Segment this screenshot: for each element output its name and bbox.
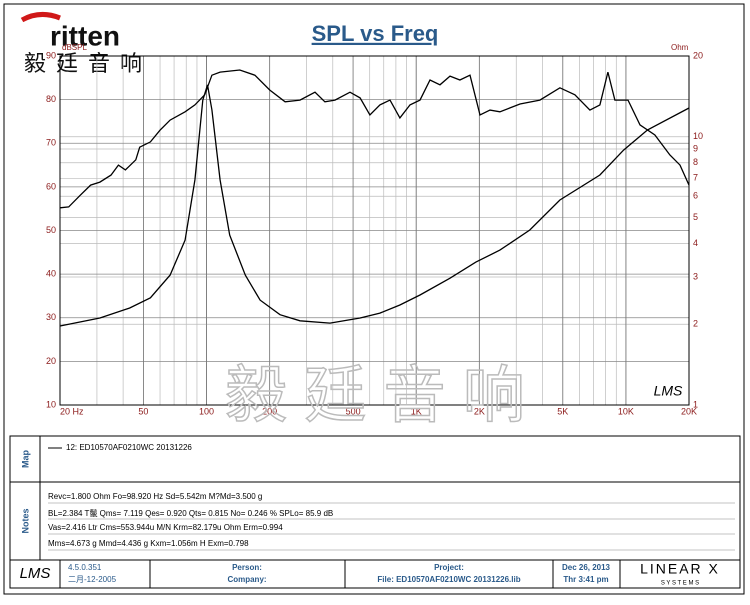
logo-chinese: 毅廷音响 [24,51,152,76]
x-tick-label: 100 [199,406,214,416]
footer: LMS 4.5.0.351 二月-12-2005 Person: Company… [20,560,720,588]
time: Thr 3:41 pm [563,575,608,584]
y2-tick-label: 3 [693,271,698,281]
page-frame [3,3,745,595]
brand-sub: S Y S T E M S [661,581,699,587]
notes-lines: Revc=1.800 Ohm Fo=98.920 Hz Sd=5.542m M?… [48,492,735,551]
x-tick-label: 500 [346,406,361,416]
y-tick-label: 70 [46,138,56,148]
y2-tick-label: 8 [693,157,698,167]
legend-entry: 12: ED10570AF0210WC 20131226 [66,443,192,452]
y-tick-label: 20 [46,356,56,366]
y-tick-label: 60 [46,181,56,191]
logo-swoosh [20,12,61,23]
logo-brand: ritten [50,20,120,51]
x-tick-label: 1K [411,406,422,416]
x-tick-label: 50 [138,406,148,416]
brand: LINEAR X [640,561,720,577]
series-line [59,69,690,209]
x-tick-label: 20 Hz [60,406,84,416]
version: 4.5.0.351 [68,563,102,572]
person: Person: [232,563,262,572]
watermark: 毅 廷 音 响 [225,361,525,430]
chart-title: SPL vs Freq [312,21,439,46]
y-tick-label: 30 [46,312,56,322]
x-tick-label: 2K [474,406,485,416]
footer-logo: LMS [20,565,51,582]
y-tick-label: 40 [46,269,56,279]
y-tick-label: 50 [46,225,56,235]
project: Project: [434,563,464,572]
y-tick-label: 10 [46,399,56,409]
y-tick-label: 90 [46,50,56,60]
date: Dec 26, 2013 [562,563,611,572]
plot-logo: LMS [654,383,683,399]
x-tick-label: 10K [618,406,634,416]
plot-frame [59,55,690,406]
y-tick-label: 80 [46,94,56,104]
y2-axis-label: Ohm [671,43,689,52]
notes-label: Notes [20,508,30,533]
y2-tick-label: 20 [693,50,703,60]
file: File: ED10570AF0210WC 20131226.lib [377,575,520,584]
note-line: BL=2.384 T鬛 Qms= 7.119 Qes= 0.920 Qts= 0… [48,508,333,518]
y-axis-label: dBSPL [62,43,87,52]
x-tick-label: 5K [557,406,568,416]
series-line [59,84,690,327]
panel-frame [9,435,741,589]
note-line: Revc=1.800 Ohm Fo=98.920 Hz Sd=5.542m M?… [48,492,262,501]
company: Company: [227,575,266,584]
y2-tick-label: 5 [693,212,698,222]
y2-tick-label: 1 [693,399,698,409]
y2-tick-label: 9 [693,143,698,153]
plot-area: 10 20 30 40 50 60 70 80 90 1 2 3 4 5 6 7 8 9 10 20 20 Hz 50 10… [46,50,703,416]
version-date: 二月-12-2005 [68,575,117,584]
note-line: Vas=2.416 Ltr Cms=553.944u M/N Krm=82.17… [48,523,283,532]
x-tick-label: 200 [262,406,277,416]
y2-tick-label: 6 [693,191,698,201]
y2-tick-label: 4 [693,238,698,248]
map-label: Map [20,449,30,468]
note-line: Mms=4.673 g Mmd=4.436 g Kxm=1.056m H Exm… [48,539,249,548]
y2-tick-label: 10 [693,131,703,141]
x-tick-label: 20K [681,406,697,416]
y2-tick-label: 2 [693,319,698,329]
y2-tick-label: 7 [693,173,698,183]
